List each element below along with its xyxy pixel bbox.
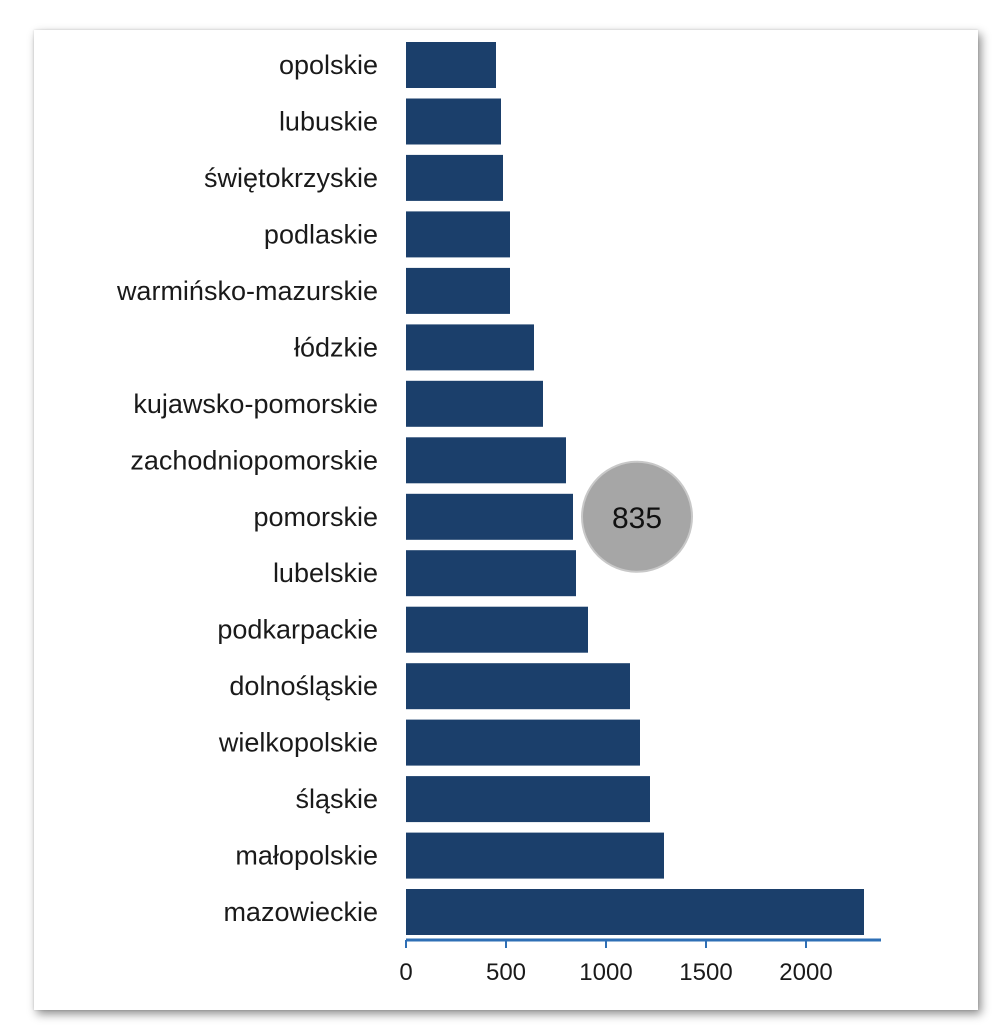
category-label-lodzkie: łódzkie (294, 332, 378, 362)
bar-malopolskie (406, 832, 664, 879)
bar-warminsko-mazurskie (406, 267, 510, 314)
x-tick-label-1000: 1000 (579, 959, 632, 986)
category-label-zachodniopomorskie: zachodniopomorskie (130, 445, 378, 475)
x-tick-label-0: 0 (399, 959, 412, 986)
category-label-podkarpackie: podkarpackie (217, 615, 378, 645)
category-label-lubelskie: lubelskie (273, 558, 378, 588)
callout-bubble (581, 460, 693, 573)
bar-wielkopolskie (406, 719, 640, 766)
bar-pomorskie (406, 493, 573, 540)
bar-slaskie (406, 776, 650, 823)
category-label-podlaskie: podlaskie (264, 219, 378, 249)
callout-value: 835 (612, 502, 662, 535)
bar-lubuskie (406, 98, 501, 145)
category-labels-group: opolskie lubuskie świętokrzyskie podlaskie w… (116, 50, 378, 927)
x-tick-label-500: 500 (486, 959, 526, 986)
bar-podkarpackie (406, 606, 588, 653)
x-axis: 0 500 1000 1500 2000 (399, 938, 881, 986)
category-label-mazowieckie: mazowieckie (223, 897, 378, 927)
category-label-wielkopolskie: wielkopolskie (218, 728, 378, 758)
value-callout: 835 (581, 460, 693, 573)
bar-podlaskie (406, 211, 510, 258)
x-tick-label-1500: 1500 (679, 959, 732, 986)
category-label-lubuskie: lubuskie (279, 107, 378, 137)
bar-kujawsko-pomorskie (406, 380, 543, 427)
bar-mazowieckie (406, 889, 864, 935)
category-label-kujawsko-pomorskie: kujawsko-pomorskie (133, 389, 378, 419)
category-label-pomorskie: pomorskie (253, 502, 378, 532)
bars-group (406, 42, 864, 935)
bar-dolnoslaskie (406, 663, 630, 710)
bar-lubelskie (406, 550, 576, 597)
x-tick-label-2000: 2000 (779, 959, 832, 986)
category-label-dolnoslaskie: dolnośląskie (229, 671, 378, 701)
bar-swietokrzyskie (406, 154, 503, 201)
bar-lodzkie (406, 324, 534, 371)
category-label-swietokrzyskie: świętokrzyskie (204, 163, 378, 193)
category-label-warminsko-mazurskie: warmińsko-mazurskie (116, 276, 378, 306)
category-label-malopolskie: małopolskie (235, 841, 378, 871)
bar-opolskie (406, 42, 496, 88)
category-label-opolskie: opolskie (279, 50, 378, 80)
bar-zachodniopomorskie (406, 437, 566, 484)
category-label-slaskie: śląskie (295, 784, 378, 814)
